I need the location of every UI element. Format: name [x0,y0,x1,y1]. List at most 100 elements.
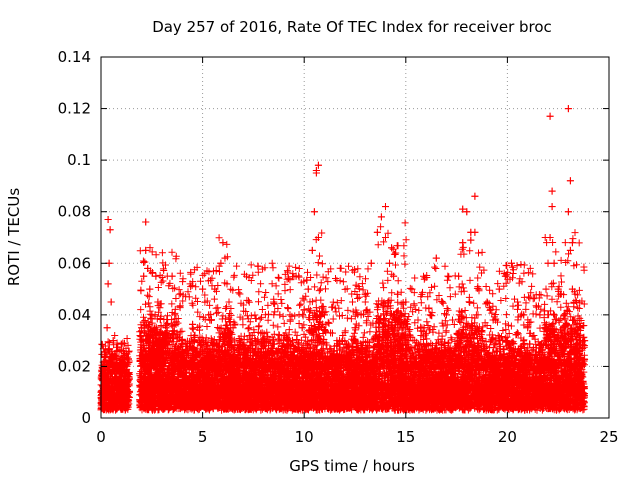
data-point [568,239,576,247]
data-point [119,383,127,391]
data-point [394,290,402,298]
data-point [148,311,156,319]
data-point [449,316,457,324]
data-point [386,259,394,267]
data-point [221,254,229,262]
y-tick-label: 0.04 [58,306,91,324]
data-point [125,388,133,396]
data-point [121,378,129,386]
data-point [459,239,467,247]
y-tick-label: 0.12 [58,100,91,118]
data-point [174,368,182,376]
data-points [97,105,589,414]
data-point [544,259,552,267]
data-point [351,324,359,332]
x-tick-label: 15 [396,428,415,446]
data-point [310,208,318,216]
data-point [239,342,247,350]
data-point [398,311,406,319]
data-point [162,324,170,332]
y-axis: 0 0.02 0.04 0.06 0.08 0.1 0.12 0.14 [58,48,609,427]
data-point [170,362,178,370]
data-point [304,285,312,293]
data-point [115,375,123,383]
data-point [150,331,158,339]
data-point [381,234,389,241]
y-tick-label: 0.06 [58,254,91,272]
data-point [530,331,538,339]
data-point [475,285,483,293]
data-point [270,298,278,306]
data-point [467,236,475,244]
x-tick-label: 0 [96,428,106,446]
data-point [489,316,497,324]
data-point [264,350,272,358]
data-point [184,350,192,358]
data-point [420,324,428,332]
data-point [109,337,117,345]
data-point [138,324,146,332]
data-point [392,249,400,257]
data-point [566,246,574,254]
data-point [158,337,166,345]
data-point [577,324,585,332]
data-point [142,246,150,254]
data-point [514,298,522,306]
data-point [111,368,119,376]
data-point [495,285,503,293]
data-point [168,272,176,280]
data-point [542,285,550,293]
data-point [471,192,479,200]
data-point [225,298,233,306]
data-point [459,205,467,213]
data-point [546,112,554,120]
data-point [377,213,385,221]
x-axis-label: GPS time / hours [289,457,415,475]
data-point [152,272,160,280]
data-point [166,350,174,358]
data-point [321,311,329,319]
data-point [142,218,150,226]
data-point [483,298,491,306]
data-point [546,234,554,241]
data-point [333,342,341,350]
data-point [223,280,231,288]
data-point [524,324,532,332]
data-point [408,285,416,293]
data-point [345,342,353,350]
x-tick-label: 10 [295,428,314,446]
data-point [367,259,375,267]
data-point [373,228,381,236]
data-point [361,290,369,298]
data-point [455,272,463,280]
chart-title: Day 257 of 2016, Rate Of TEC Index for r… [152,18,552,36]
data-point [507,259,515,267]
x-tick-label: 5 [198,428,208,446]
data-point [292,272,300,280]
x-tick-label: 25 [599,428,618,446]
data-point [217,259,225,267]
data-point [107,298,115,306]
data-point [414,316,422,324]
data-point [308,246,316,254]
y-tick-label: 0 [81,409,91,427]
data-point [568,285,576,293]
data-point [548,187,556,195]
data-point [314,161,322,169]
data-point [520,311,528,319]
data-point [219,239,227,247]
y-tick-label: 0.1 [67,151,91,169]
data-point [205,311,213,319]
data-point [146,285,154,293]
data-point [106,226,114,234]
data-point [251,337,259,345]
data-point [564,208,572,216]
x-axis: 0 5 10 15 20 25 [96,57,619,446]
data-point [197,342,205,350]
data-point [438,298,446,306]
data-point [190,337,198,345]
data-point [314,234,322,241]
data-point [276,311,284,319]
data-marks [97,105,589,414]
data-point [402,298,410,306]
